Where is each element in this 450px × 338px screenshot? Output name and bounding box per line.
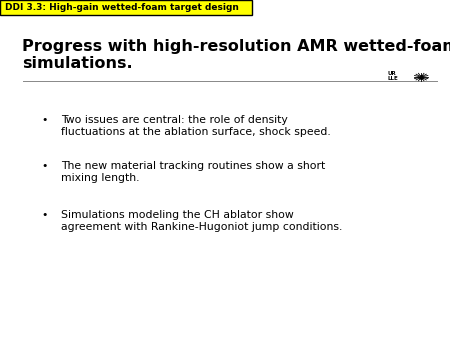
Text: The new material tracking routines show a short
mixing length.: The new material tracking routines show … <box>61 161 325 183</box>
FancyBboxPatch shape <box>0 0 252 15</box>
Text: Two issues are central: the role of density
fluctuations at the ablation surface: Two issues are central: the role of dens… <box>61 115 330 137</box>
Text: •: • <box>42 115 48 125</box>
Text: Progress with high-resolution AMR wetted-foam
simulations.: Progress with high-resolution AMR wetted… <box>22 39 450 71</box>
Text: •: • <box>42 161 48 171</box>
Text: •: • <box>42 210 48 220</box>
Text: Simulations modeling the CH ablator show
agreement with Rankine-Hugoniot jump co: Simulations modeling the CH ablator show… <box>61 210 342 232</box>
Text: DDI 3.3: High-gain wetted-foam target design: DDI 3.3: High-gain wetted-foam target de… <box>5 3 239 12</box>
Text: UR
LLE: UR LLE <box>388 71 399 81</box>
